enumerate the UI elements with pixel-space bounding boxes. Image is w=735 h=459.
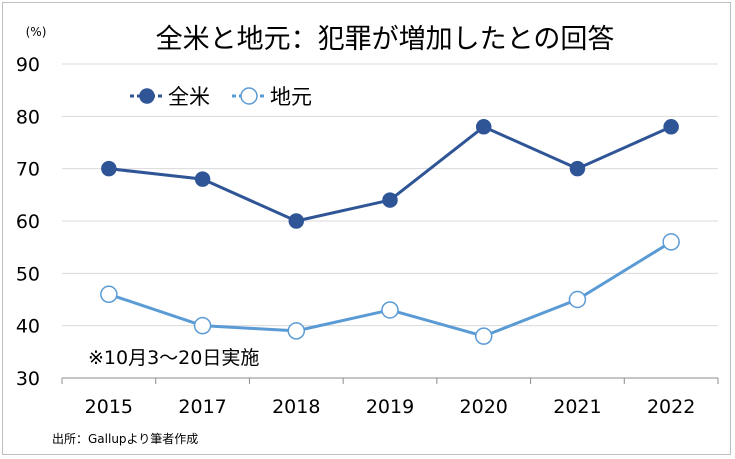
chart-title: 全米と地元：犯罪が増加したとの回答 (156, 24, 615, 55)
gridlines (62, 63, 718, 327)
x-tick-label: 2022 (647, 396, 695, 418)
x-tick-label: 2015 (85, 396, 133, 418)
data-point (193, 316, 212, 335)
data-point (568, 290, 587, 309)
data-point (288, 213, 305, 229)
data-point (475, 119, 492, 135)
legend-label: 全米 (168, 85, 210, 109)
y-axis-unit-label: (%) (26, 25, 47, 39)
series-lines (100, 119, 680, 345)
data-point (382, 192, 398, 208)
data-point (569, 160, 586, 177)
y-tick-label: 70 (16, 159, 40, 181)
data-point (381, 301, 399, 319)
legend-marker (240, 87, 258, 105)
y-tick-label: 90 (16, 54, 40, 76)
y-tick-label: 40 (16, 316, 40, 338)
x-tick-label: 2021 (553, 396, 601, 418)
data-point (194, 171, 211, 187)
data-point (662, 233, 680, 251)
x-tick-label: 2020 (460, 396, 508, 418)
legend: 全米 地元 (130, 85, 312, 109)
chart-annotation: ※10月3～20日実施 (88, 347, 259, 369)
legend-label: 地元 (270, 85, 312, 109)
y-tick-label: 60 (16, 211, 40, 233)
chart-frame (2, 2, 731, 455)
y-tick-label: 30 (16, 368, 40, 390)
data-point (100, 285, 118, 304)
data-point (663, 119, 679, 135)
x-axis: 2015 2017 2018 2019 2020 2021 2022 (61, 377, 719, 418)
series-line-2 (108, 240, 672, 338)
x-tick-label: 2018 (272, 396, 320, 418)
source-note: 出所：Gallupより筆者作成 (52, 432, 198, 446)
data-point (101, 160, 117, 177)
y-tick-label: 50 (16, 263, 40, 285)
y-tick-label: 80 (16, 106, 40, 128)
data-point (474, 327, 493, 345)
y-axis-tick-labels: 30 40 50 60 70 80 90 (16, 54, 40, 390)
legend-marker (139, 88, 155, 104)
data-point (287, 322, 306, 340)
x-tick-label: 2019 (366, 396, 414, 418)
x-tick-label: 2017 (178, 396, 226, 418)
